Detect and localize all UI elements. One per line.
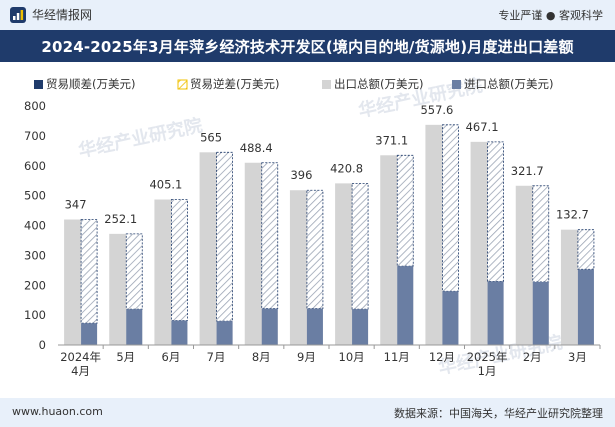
surplus-bar-8 bbox=[442, 124, 459, 292]
x-tick-label-9-line-0: 2025年 bbox=[467, 350, 508, 364]
x-tick-label-0-line-0: 2024年 bbox=[60, 350, 101, 364]
footer-bar bbox=[0, 398, 615, 427]
import-bar-11 bbox=[577, 269, 594, 345]
tagline: 专业严谨 ● 客观科学 bbox=[498, 9, 603, 22]
legend-label-export: 出口总额(万美元) bbox=[334, 77, 423, 91]
y-tick-label-7: 700 bbox=[24, 129, 46, 143]
legend-item-import[interactable]: 进口总额(万美元) bbox=[452, 77, 553, 91]
y-tick-label-8: 800 bbox=[24, 99, 46, 113]
x-tick-label-6: 10月 bbox=[339, 350, 365, 364]
x-tick-label-8: 12月 bbox=[429, 350, 455, 364]
import-bar-7 bbox=[397, 266, 414, 345]
brand: 华经情报网 bbox=[10, 6, 92, 23]
x-tick-label-11: 3月 bbox=[568, 350, 587, 364]
import-bar-3 bbox=[216, 321, 233, 345]
legend-label-import: 进口总额(万美元) bbox=[464, 77, 553, 91]
x-tick-label-7: 11月 bbox=[384, 350, 410, 364]
y-tick-label-0: 0 bbox=[39, 338, 46, 352]
legend-swatch-export bbox=[322, 80, 331, 89]
import-bar-4 bbox=[261, 308, 278, 345]
watermark-1: 华经产业研究院 bbox=[76, 114, 204, 162]
surplus-bar-9 bbox=[487, 141, 504, 282]
surplus-data-label-9: 467.1 bbox=[466, 120, 499, 134]
legend-swatch-deficit bbox=[177, 79, 188, 90]
surplus-data-label-8: 557.6 bbox=[420, 103, 453, 117]
surplus-data-label-3: 565 bbox=[200, 130, 222, 144]
x-tick-label-5: 9月 bbox=[297, 350, 316, 364]
surplus-data-label-5: 396 bbox=[290, 168, 312, 182]
bars: 347 252.1 405.1 565 488.4 396 420.8 371.1 557.6 4… bbox=[64, 103, 595, 345]
import-bar-10 bbox=[532, 281, 549, 345]
huajing-logo-icon bbox=[10, 6, 26, 23]
surplus-bar-7 bbox=[396, 154, 414, 267]
legend-item-deficit[interactable]: 贸易逆差(万美元) bbox=[177, 77, 279, 91]
legend-item-export[interactable]: 出口总额(万美元) bbox=[322, 77, 423, 91]
surplus-bar-4 bbox=[261, 162, 279, 309]
surplus-bar-2 bbox=[171, 199, 188, 321]
surplus-data-label-2: 405.1 bbox=[149, 178, 182, 192]
title-bar bbox=[0, 30, 615, 62]
surplus-bar-11 bbox=[577, 229, 595, 270]
legend-label-deficit: 贸易逆差(万美元) bbox=[190, 77, 279, 91]
x-tick-label-2: 6月 bbox=[162, 350, 181, 364]
surplus-bar-3 bbox=[216, 151, 233, 322]
import-bar-5 bbox=[306, 308, 323, 345]
legend-swatch-surplus bbox=[34, 80, 43, 89]
import-bar-2 bbox=[171, 320, 188, 345]
import-bar-0 bbox=[81, 323, 98, 345]
legend: 贸易顺差(万美元) 贸易逆差(万美元) 出口总额(万美元) 进口总额(万美元) bbox=[34, 77, 553, 91]
top-bar bbox=[0, 0, 615, 30]
y-tick-label-4: 400 bbox=[24, 219, 46, 233]
surplus-bar-1 bbox=[125, 233, 143, 310]
y-tick-label-3: 300 bbox=[24, 248, 46, 262]
surplus-bar-10 bbox=[532, 185, 550, 283]
surplus-data-label-10: 321.7 bbox=[511, 164, 544, 178]
surplus-data-label-7: 371.1 bbox=[375, 133, 408, 147]
surplus-data-label-11: 132.7 bbox=[556, 208, 589, 222]
y-tick-label-2: 200 bbox=[24, 278, 46, 292]
x-tick-label-0-line-1: 4月 bbox=[71, 364, 90, 378]
x-tick-label-4: 8月 bbox=[252, 350, 271, 364]
x-tick-label-9-line-1: 1月 bbox=[478, 364, 497, 378]
y-tick-label-5: 500 bbox=[24, 189, 46, 203]
x-tick-label-1: 5月 bbox=[116, 350, 135, 364]
y-tick-label-1: 100 bbox=[24, 308, 46, 322]
surplus-data-label-1: 252.1 bbox=[104, 212, 137, 226]
surplus-bar-5 bbox=[306, 189, 324, 309]
surplus-data-label-4: 488.4 bbox=[240, 141, 273, 155]
chart-title: 2024-2025年3月年萍乡经济技术开发区(境内目的地/货源地)月度进出口差额 bbox=[41, 38, 574, 56]
footer-source: 数据来源：中国海关，华经产业研究院整理 bbox=[394, 407, 603, 420]
x-tick-label-3: 7月 bbox=[207, 350, 226, 364]
import-bar-6 bbox=[352, 309, 369, 345]
y-tick-label-6: 600 bbox=[24, 159, 46, 173]
legend-label-surplus: 贸易顺差(万美元) bbox=[46, 77, 135, 91]
surplus-data-label-6: 420.8 bbox=[330, 161, 363, 175]
surplus-data-label-0: 347 bbox=[65, 198, 87, 212]
legend-swatch-import bbox=[452, 80, 461, 89]
brand-name: 华经情报网 bbox=[32, 8, 93, 22]
chart: 华经产业研究院 华经产业研究院 华经产业研究院 贸易顺差(万美元) 贸易逆差(万… bbox=[24, 74, 601, 379]
footer-website: www.huaon.com bbox=[12, 405, 103, 418]
y-axis: 0 100 200 300 400 500 600 700 800 bbox=[24, 99, 46, 352]
legend-item-surplus[interactable]: 贸易顺差(万美元) bbox=[34, 77, 135, 91]
import-bar-1 bbox=[126, 309, 143, 345]
import-bar-8 bbox=[442, 291, 459, 345]
import-bar-9 bbox=[487, 281, 504, 345]
surplus-bar-6 bbox=[351, 182, 369, 310]
x-tick-label-10: 2月 bbox=[523, 350, 542, 364]
surplus-bar-0 bbox=[80, 219, 98, 324]
